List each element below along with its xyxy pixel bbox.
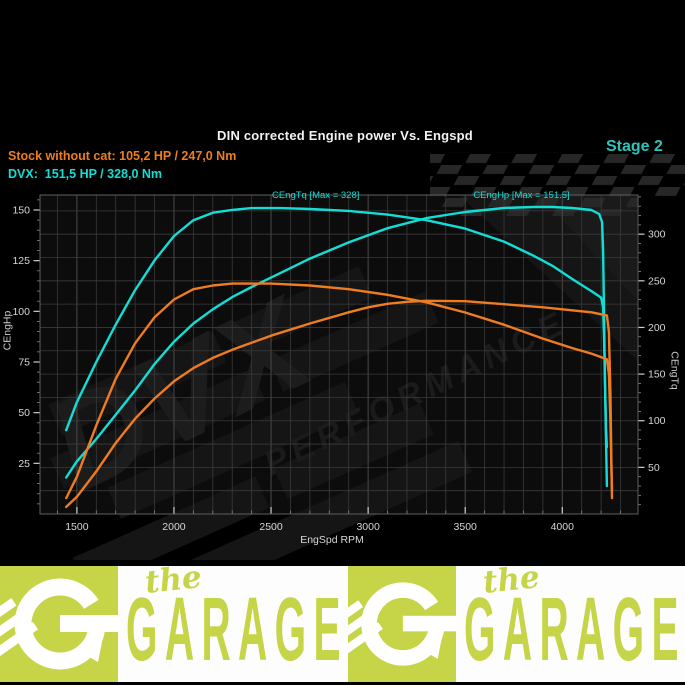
curve-dvx-torque-nm (64, 206, 609, 488)
watermark-group: DVX PERFORMANCE (26, 152, 685, 560)
right-tick-label: 300 (648, 229, 666, 241)
left-axis-title: CEngHp (1, 310, 14, 351)
x-tick-label: 2000 (162, 521, 186, 533)
left-tick-label: 25 (18, 458, 30, 470)
left-tick-label: 100 (12, 306, 30, 318)
garage-logo-mark (348, 566, 456, 682)
right-tick-label: 250 (648, 275, 666, 287)
logo-word-garage: GARAGE (126, 579, 348, 681)
right-tick-label: 150 (648, 369, 666, 381)
left-tick-label: 125 (12, 255, 30, 267)
dyno-curves (64, 205, 614, 509)
curve-dvx-power-hp (64, 205, 609, 479)
max-annotation: CEngTq [Max = 328] (272, 190, 359, 201)
x-tick-label: 4000 (551, 521, 575, 533)
page-title: DIN corrected Engine power Vs. Engspd (217, 128, 473, 143)
curve-max-labels: CEngTq [Max = 328] CEngHp [Max = 151.5] (272, 190, 570, 201)
curve-stock-torque-nm (64, 282, 614, 500)
garage-logo-mark (0, 566, 118, 682)
right-tick-label: 50 (648, 462, 660, 474)
curve-stock-power-hp (64, 299, 614, 509)
x-tick-label: 2500 (259, 521, 283, 533)
x-tick-label: 3500 (454, 521, 478, 533)
left-tick-label: 50 (18, 407, 30, 419)
garage-logo-text: the GARAGE (456, 566, 685, 682)
left-tick-label: 75 (18, 356, 30, 368)
x-tick-label: 1500 (65, 521, 89, 533)
footer-logos: the GARAGE the GARAGE (0, 566, 685, 682)
right-tick-label: 100 (648, 415, 666, 427)
stock-result-line: Stock without cat: 105,2 HP / 247,0 Nm (8, 149, 237, 163)
wrench-g-icon (0, 578, 118, 670)
dyno-chart: DVX PERFORMANCE 1500 2000 2500 3000 3500 4000… (12, 152, 685, 560)
wrench-g-icon (348, 582, 456, 666)
x-tick-label: 3000 (356, 521, 380, 533)
logo-word-garage: GARAGE (464, 579, 685, 681)
garage-logo-text: the GARAGE (118, 566, 348, 682)
dvx-result-line: DVX: 151,5 HP / 328,0 Nm (8, 167, 163, 181)
x-axis-title: EngSpd RPM (300, 534, 364, 546)
left-tick-label: 150 (12, 204, 30, 216)
tick-labels: 1500 2000 2500 3000 3500 4000 25 50 75 100 125 150 5… (12, 204, 665, 533)
right-axis-title: CEngTq (668, 351, 681, 390)
plot-frame (39, 194, 639, 515)
checkered-flag-pattern (430, 152, 685, 196)
max-annotation: CEngHp [Max = 151.5] (473, 190, 569, 201)
right-tick-label: 200 (648, 322, 666, 334)
stage-badge: Stage 2 (606, 138, 663, 155)
